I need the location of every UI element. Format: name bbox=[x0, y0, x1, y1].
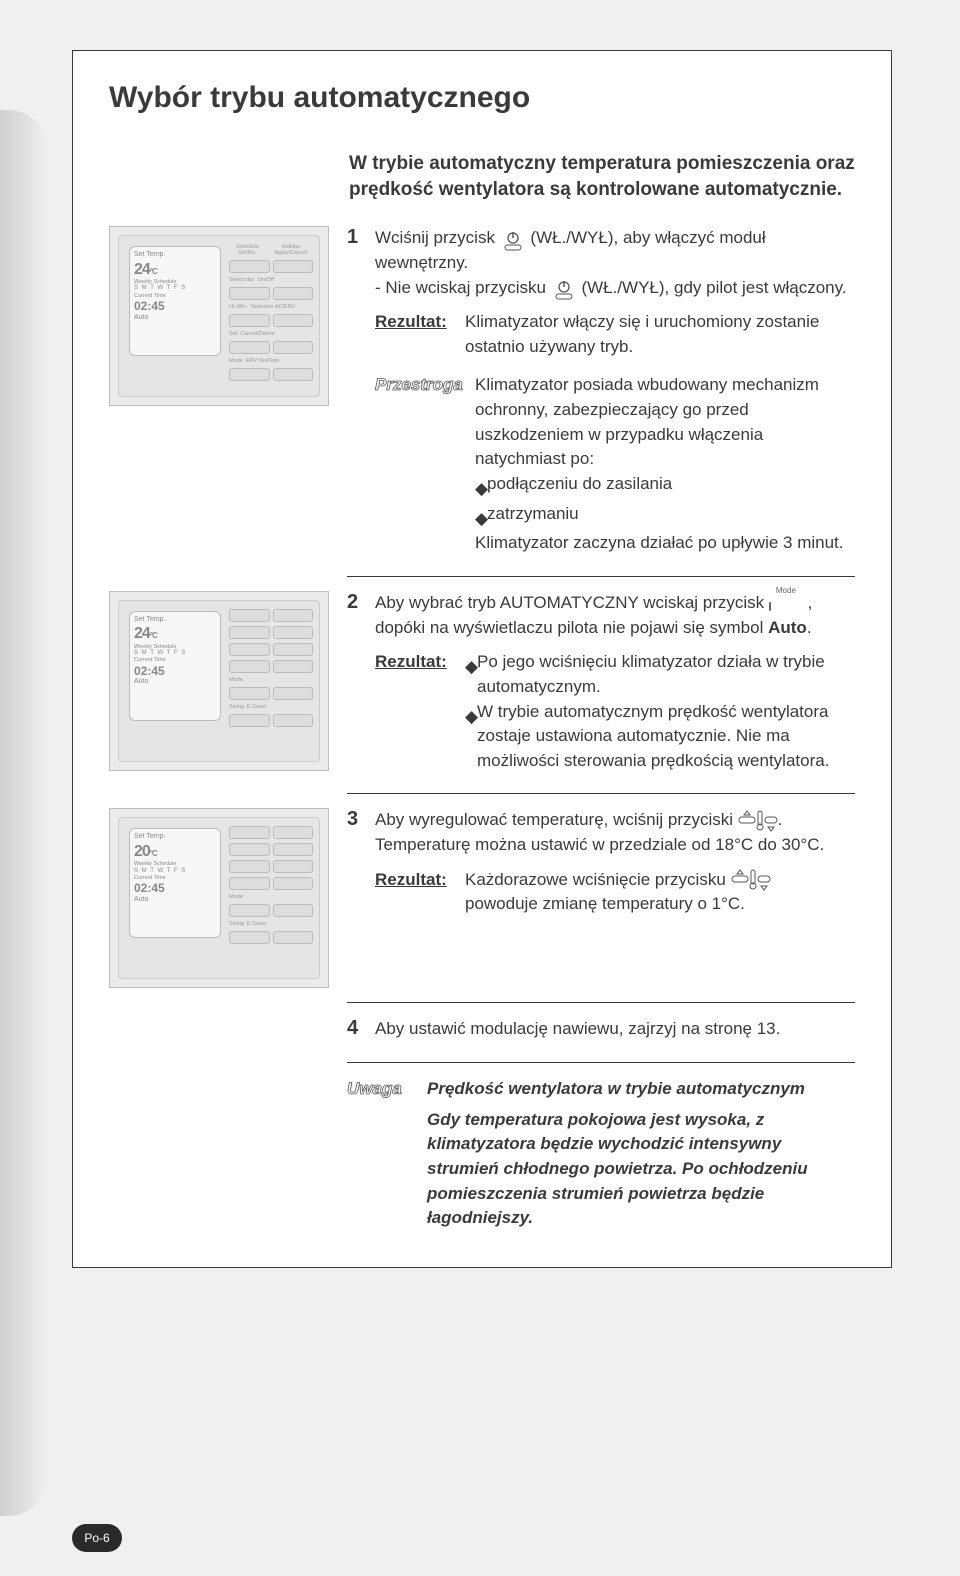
step2-text-a: Aby wybrać tryb AUTOMATYCZNY wciskaj prz… bbox=[375, 593, 769, 612]
divider bbox=[347, 1002, 855, 1003]
settemp-label: Set Temp. bbox=[134, 251, 216, 259]
step3-text-2: Temperaturę można ustawić w przedziale o… bbox=[375, 835, 824, 854]
step-4-row: 4 Aby ustawić modulację nawiewu, zajrzyj… bbox=[347, 1017, 855, 1048]
diamond-icon: ◆ bbox=[475, 477, 487, 502]
bullet-2: zatrzymaniu bbox=[487, 502, 579, 527]
diamond-icon: ◆ bbox=[475, 507, 487, 532]
remote-illustration-3: Set Temp. 20°C Weekly Schedule S M T W T… bbox=[109, 808, 339, 988]
uwaga-title: Prędkość wentylatora w trybie automatycz… bbox=[427, 1077, 855, 1102]
step-2-row: Set Temp. 24°C Weekly Schedule S M T W T… bbox=[109, 591, 855, 779]
divider bbox=[347, 576, 855, 577]
przestroga-after: Klimatyzator zaczyna działać po upływie … bbox=[475, 531, 855, 556]
uwaga-body: Gdy temperatura pokojowa jest wysoka, z … bbox=[427, 1108, 855, 1231]
step-4-number: 4 bbox=[347, 1017, 375, 1040]
step1-rezultat-text: Klimatyzator włączy się i uruchomiony zo… bbox=[465, 310, 855, 359]
step-1-row: Set Temp. 24°C Weekly Schedule S M T W T… bbox=[109, 226, 855, 562]
przestroga-label: Przestroga bbox=[375, 373, 475, 555]
rezultat-label: Rezultat: bbox=[375, 310, 465, 359]
rezultat-label: Rezultat: bbox=[375, 650, 465, 773]
power-icon bbox=[502, 230, 524, 248]
remote-illustration-1: Set Temp. 24°C Weekly Schedule S M T W T… bbox=[109, 226, 339, 406]
step-3-number: 3 bbox=[347, 808, 375, 831]
step3-text-1: Aby wyregulować temperaturę, wciśnij prz… bbox=[375, 810, 738, 829]
temp-up-down-icon bbox=[731, 868, 771, 892]
weekly-label: Weekly Schedule bbox=[134, 279, 216, 286]
divider bbox=[347, 1062, 855, 1063]
decorative-side-bar bbox=[0, 110, 48, 1516]
step-3-row: Set Temp. 20°C Weekly Schedule S M T W T… bbox=[109, 808, 855, 988]
diamond-icon: ◆ bbox=[465, 705, 477, 730]
remote-illustration-2: Set Temp. 24°C Weekly Schedule S M T W T… bbox=[109, 591, 339, 771]
step1-text-2a: - Nie wciskaj przycisku bbox=[375, 278, 551, 297]
step3-rtext2: powoduje zmianę temperatury o 1°C. bbox=[465, 894, 745, 913]
remote1-temp: 24 bbox=[134, 261, 150, 278]
step1-text-2b: (WŁ./WYŁ), gdy pilot jest włączony. bbox=[581, 278, 846, 297]
power-icon bbox=[553, 279, 575, 297]
auto-symbol: Auto bbox=[768, 618, 807, 637]
bullet-1: podłączeniu do zasilania bbox=[487, 472, 672, 497]
remote1-auto: Auto bbox=[134, 314, 216, 322]
uwaga-label: Uwaga bbox=[347, 1077, 427, 1231]
step3-rtext1: Każdorazowe wciśnięcie przycisku bbox=[465, 870, 731, 889]
step4-text: Aby ustawić modulację nawiewu, zajrzyj n… bbox=[375, 1017, 855, 1042]
mode-button-icon: Mode bbox=[769, 593, 803, 613]
remote1-days: S M T W T F S bbox=[134, 285, 216, 292]
step-1-number: 1 bbox=[347, 226, 375, 249]
step2-rb1: Po jego wciśnięciu klimatyzator działa w… bbox=[477, 650, 855, 699]
page-title: Wybór trybu automatycznego bbox=[109, 81, 855, 115]
page-number-badge: Po-6 bbox=[72, 1524, 122, 1552]
step2-rb2: W trybie automatycznym prędkość wentylat… bbox=[477, 700, 855, 774]
intro-text: W trybie automatyczny temperatura pomies… bbox=[349, 151, 855, 202]
document-page: Wybór trybu automatycznego W trybie auto… bbox=[72, 50, 892, 1268]
remote1-time: 02:45 bbox=[134, 299, 216, 313]
temp-up-down-icon bbox=[738, 809, 778, 833]
diamond-icon: ◆ bbox=[465, 655, 477, 680]
przestroga-text: Klimatyzator posiada wbudowany mechanizm… bbox=[475, 373, 855, 472]
curtime-label: Current Time bbox=[134, 293, 216, 300]
step-2-number: 2 bbox=[347, 591, 375, 614]
rezultat-label: Rezultat: bbox=[375, 868, 465, 917]
step1-text-a: Wciśnij przycisk bbox=[375, 228, 500, 247]
divider bbox=[347, 793, 855, 794]
